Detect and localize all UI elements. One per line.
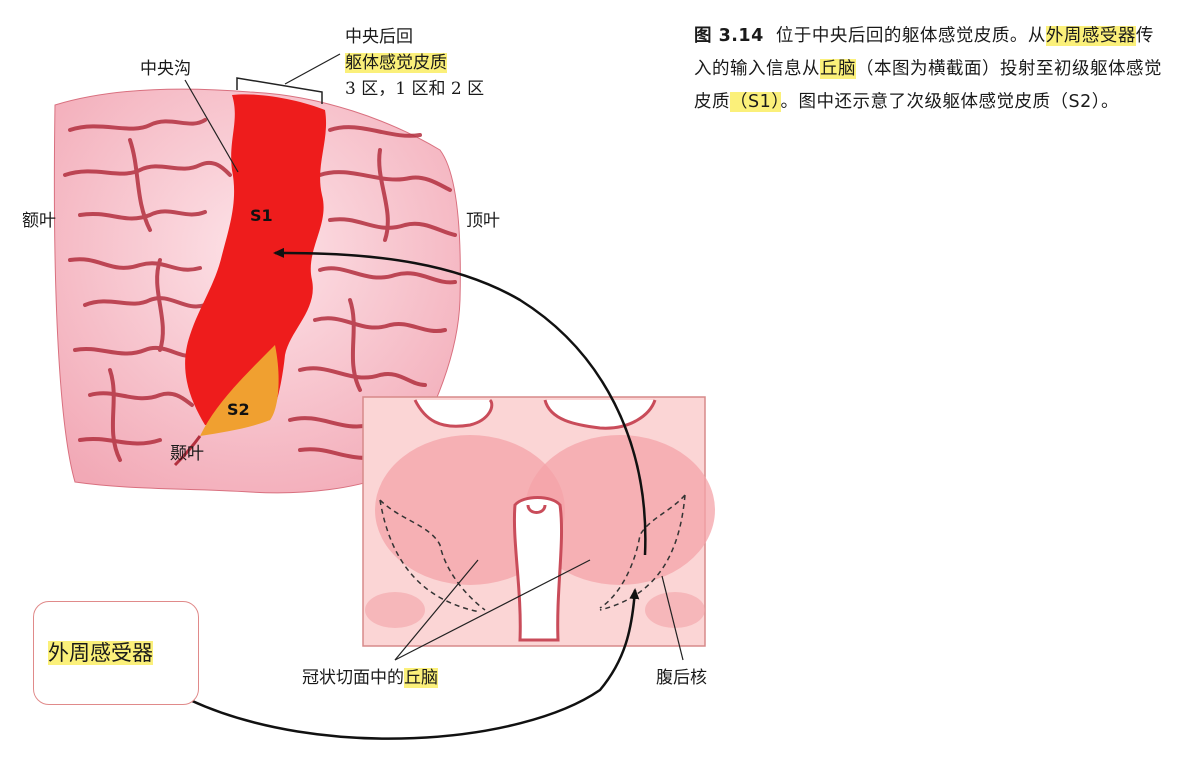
gyrus-bracket xyxy=(236,77,323,104)
s1-region xyxy=(185,94,327,427)
s2-label: S2 xyxy=(227,400,250,419)
thalamus-label: 冠状切面中的丘脑 xyxy=(302,668,438,688)
figure-number: 图 3.14 xyxy=(694,26,764,46)
somatosensory-cortex-label: 躯体感觉皮质 xyxy=(345,53,447,73)
peripheral-receptor-label: 外周感受器 xyxy=(48,641,153,665)
receptor-to-thalamus-arrow xyxy=(189,588,640,740)
thalamus-panel xyxy=(362,396,715,661)
temporal-lobe-label: 颞叶 xyxy=(170,444,204,464)
central-sulcus-label: 中央沟 xyxy=(140,59,191,79)
s2-region xyxy=(200,345,279,436)
sulcus-pointer xyxy=(184,79,239,173)
caption-highlight-thalamus: 丘脑 xyxy=(820,59,856,79)
parietal-lobe-label: 顶叶 xyxy=(466,211,500,231)
brain-surface xyxy=(53,88,461,494)
sulci-lines xyxy=(63,118,457,462)
frontal-lobe-label: 额叶 xyxy=(22,211,56,231)
thalamus-to-s1-arrow xyxy=(273,247,647,556)
gyrus-pointer xyxy=(284,53,341,85)
caption-highlight-s1: （S1） xyxy=(730,92,781,112)
caption-highlight-receptor: 外周感受器 xyxy=(1045,26,1136,46)
vpn-label: 腹后核 xyxy=(656,668,707,688)
figure-caption: 图 3.14 位于中央后回的躯体感觉皮质。从外周感受器传入的输入信息从丘脑（本图… xyxy=(694,26,1162,112)
s1-label: S1 xyxy=(250,206,273,225)
areas-label: 3 区，1 区和 2 区 xyxy=(345,79,485,99)
postcentral-gyrus-label: 中央后回 xyxy=(345,27,413,47)
